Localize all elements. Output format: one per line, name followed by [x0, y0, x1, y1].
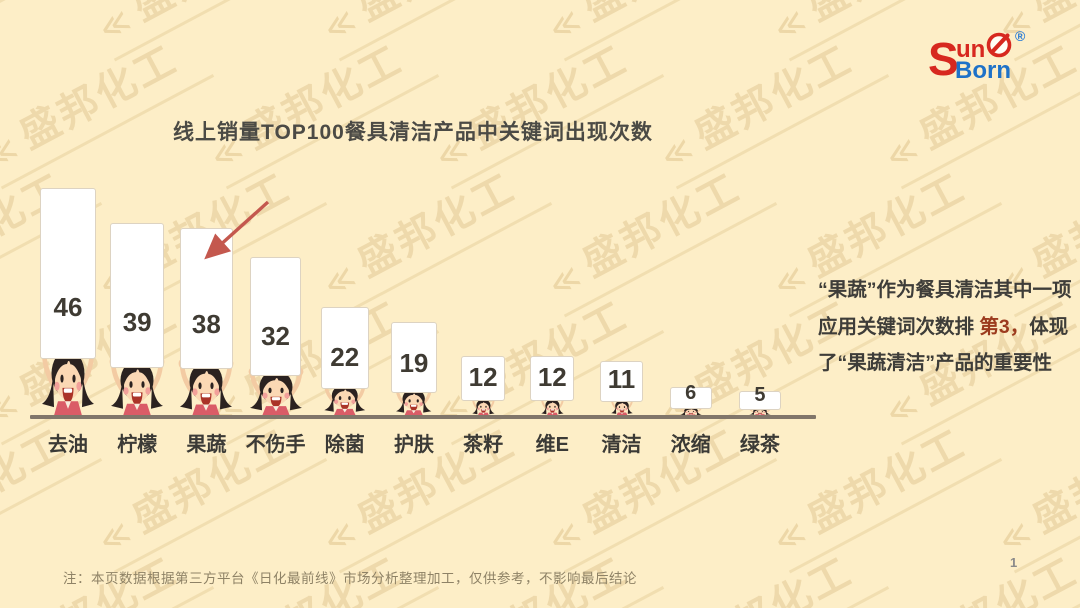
- logo-sun-text: un: [956, 36, 986, 63]
- bar-column: 11 清洁: [590, 361, 654, 457]
- watermark-text: ≪盛邦化工: [307, 0, 553, 62]
- bar: 5: [739, 385, 781, 410]
- category-label: 清洁: [601, 434, 642, 456]
- insight-highlight: 第3，: [979, 315, 1030, 338]
- sun-ring-icon: [986, 32, 1012, 58]
- category-label: 绿茶: [739, 434, 780, 456]
- bar: 32: [249, 257, 302, 377]
- girl-mascot-icon: [178, 358, 234, 416]
- bar-value-label: 32: [261, 321, 291, 352]
- logo-born-text: Born: [955, 57, 1011, 84]
- bar-value-label: 11: [607, 364, 636, 395]
- category-label: 除菌: [324, 434, 365, 456]
- bar-column: 6 浓缩: [659, 383, 723, 457]
- bar-value-label: 19: [399, 347, 429, 378]
- bar-value-label: 12: [537, 362, 567, 393]
- bar-column: 5 绿茶: [728, 385, 792, 457]
- category-label: 去油: [48, 434, 88, 456]
- sunborn-logo: S un Born ®: [928, 28, 1043, 88]
- bar-column: 46 去油: [36, 188, 100, 457]
- category-label: 柠檬: [117, 434, 158, 456]
- watermark-text: ≪盛邦化工: [82, 0, 328, 62]
- chart-title: 线上销量TOP100餐具清洁产品中关键词出现次数: [173, 121, 653, 144]
- bar: 11: [599, 361, 644, 403]
- bar: 6: [669, 383, 712, 409]
- bar-column: 22 除菌: [313, 306, 377, 457]
- x-axis-line: [30, 415, 816, 419]
- bar-value-label: 5: [754, 383, 766, 406]
- bar-value-label: 12: [468, 362, 498, 393]
- bar-column: 12 维E: [520, 356, 584, 457]
- category-label: 护肤: [393, 434, 434, 456]
- watermark-text: ≪盛邦化工: [982, 399, 1080, 574]
- watermark-text: ≪盛邦化工: [869, 527, 1080, 608]
- bar-column: 19 护肤: [382, 321, 446, 458]
- logo-initial: S: [928, 33, 959, 85]
- bar: 19: [390, 321, 438, 393]
- footnote: 注：本页数据根据第三方平台《日化最前线》市场分析整理加工，仅供参考，不影响最后结…: [63, 571, 637, 586]
- bar-column: 12 茶籽: [451, 356, 515, 457]
- insight-text: “果蔬”作为餐具清洁其中一项应用关键词次数排 第3，体现了“果蔬清洁”产品的重要…: [818, 272, 1076, 382]
- category-label: 浓缩: [670, 434, 711, 456]
- page-number: 1: [1010, 555, 1018, 570]
- bar-chart: 46 去油 39 柠檬 38 果蔬 32 不伤手 22 除菌 19 护肤 12 茶籽 12 维E 11 清洁 6 浓缩…: [30, 112, 816, 458]
- category-label: 维E: [535, 434, 569, 456]
- bar-value-label: 39: [122, 306, 152, 337]
- bar: 12: [530, 356, 575, 402]
- bar-value-label: 6: [685, 381, 697, 404]
- bar: 39: [110, 222, 164, 368]
- insight-pre: “果蔬”作为餐具清洁其中一项应用关键词次数排: [818, 279, 1072, 338]
- watermark-text: ≪盛邦化工: [644, 527, 890, 608]
- watermark-text: ≪盛邦化工: [0, 0, 103, 62]
- bar: 12: [461, 356, 506, 402]
- registered-mark: ®: [1015, 28, 1026, 44]
- bar: 22: [320, 306, 369, 389]
- bar-column: 32 不伤手: [244, 257, 308, 457]
- bar-value-label: 46: [53, 292, 83, 323]
- watermark-text: ≪盛邦化工: [532, 0, 778, 62]
- bar: 46: [40, 188, 96, 360]
- bar-column: 38 果蔬: [174, 227, 238, 457]
- bar-value-label: 22: [330, 341, 360, 372]
- bar: 38: [179, 227, 234, 369]
- watermark-text: ≪盛邦化工: [757, 399, 1003, 574]
- bar-value-label: 38: [191, 308, 221, 339]
- category-label: 果蔬: [186, 434, 227, 456]
- bar-column: 39 柠檬: [105, 222, 169, 457]
- category-label: 不伤手: [245, 434, 306, 456]
- insight-post: 体现了“果蔬清洁”产品的重要性: [818, 315, 1069, 375]
- category-label: 茶籽: [463, 434, 504, 456]
- girl-mascot-icon: [248, 367, 303, 416]
